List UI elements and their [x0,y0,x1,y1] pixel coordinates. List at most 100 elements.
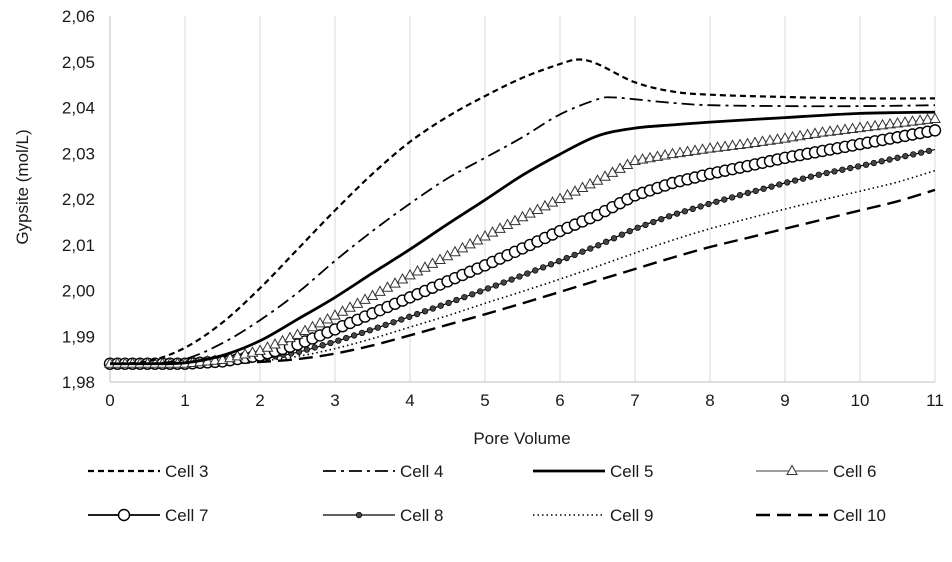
dot-marker [398,316,405,323]
triangle-marker [674,146,686,158]
legend-label: Cell 10 [833,506,886,525]
triangle-marker [681,145,694,156]
dot-marker [642,221,649,229]
dot-marker [902,152,909,160]
dot-marker [524,270,531,277]
dot-marker [658,215,665,223]
dot-marker [382,321,389,329]
dot-marker [728,194,736,201]
circle-marker [928,124,942,137]
dot-marker [886,156,893,163]
y-tick-label: 2,04 [62,99,95,118]
dot-marker [579,248,586,255]
dot-marker [421,308,429,315]
triangle-marker [689,144,701,155]
dot-marker [595,242,602,249]
triangle-marker [749,136,761,148]
dot-marker [831,168,838,175]
series-cell-3 [109,58,936,365]
dot-marker [343,334,350,342]
dot-marker [618,231,626,238]
triangle-marker [719,140,731,151]
legend-label: Cell 6 [833,462,876,481]
dot-marker [894,154,901,161]
legend-label: Cell 4 [400,462,443,481]
legend-item: Cell 10 [756,506,886,525]
triangle-marker [756,135,769,146]
legend-label: Cell 8 [400,506,443,525]
dot-marker [610,235,618,242]
triangle-marker [831,124,844,135]
x-tick-label: 11 [926,391,944,410]
dot-marker [673,210,681,217]
dot-marker [689,205,696,212]
dot-marker [713,198,720,205]
x-tick-label: 3 [330,391,339,410]
series-line [110,149,936,365]
axes [109,16,935,383]
dot-marker [453,296,460,304]
legend-item: Cell 3 [88,462,208,481]
triangle-marker [696,143,709,154]
dot-marker [870,159,878,167]
dot-marker [791,177,799,184]
dot-marker [413,310,421,318]
series-cell-5 [109,110,936,366]
dot-marker [602,238,610,245]
triangle-marker [921,113,934,124]
x-tick-label: 10 [851,391,870,410]
dot-marker [484,285,492,292]
dot-marker [476,288,484,295]
dot-marker [705,200,712,208]
dot-marker [492,282,500,289]
triangle-marker [801,128,814,140]
x-axis-label: Pore Volume [473,429,570,448]
triangle-marker [899,116,911,127]
dot-marker [350,332,358,339]
legend-item: Cell 4 [323,462,443,481]
x-tick-label: 7 [630,391,639,410]
series-cell-6 [104,112,941,368]
triangle-marker [891,116,904,128]
legend: Cell 3 Cell 4 Cell 5 Cell 6 Cell 7 Cell 8 Cell… [88,462,886,525]
legend-item: Cell 9 [533,506,653,525]
series-line [109,58,936,365]
dot-marker [823,169,830,177]
dot-marker [539,264,547,271]
y-tick-label: 2,06 [62,7,95,26]
triangle-marker [704,142,716,153]
y-tick-label: 1,99 [62,327,95,346]
legend-item: Cell 7 [88,506,208,525]
triangle-marker [666,147,679,159]
dot-marker [815,171,822,178]
y-tick-labels: 1,98 1,99 2,00 2,01 2,02 2,03 2,04 2,05 2,06 [62,7,95,392]
legend-label: Cell 3 [165,462,208,481]
triangle-marker [824,125,836,136]
series-line [110,169,936,365]
triangle-marker [914,114,926,125]
dot-marker [626,227,633,235]
triangle-marker [794,129,806,141]
dot-marker [697,203,704,210]
x-tick-label: 4 [405,391,414,410]
dot-marker [752,187,759,194]
dot-marker [563,254,570,262]
triangle-marker [861,120,874,132]
dot-marker [681,208,689,215]
x-tick-label: 1 [180,391,189,410]
dot-marker [555,258,563,265]
triangle-marker [876,118,889,130]
dot-marker [437,302,444,309]
triangle-marker [854,121,866,133]
dot-marker [461,293,468,301]
triangle-marker [261,341,274,352]
dot-marker [721,196,728,203]
legend-item: Cell 8 [323,506,443,525]
x-tick-label: 2 [255,391,264,410]
y-tick-label: 2,02 [62,190,95,209]
triangle-marker [276,334,289,346]
dot-marker [784,179,791,186]
triangle-marker [734,138,746,150]
legend-label: Cell 9 [610,506,653,525]
